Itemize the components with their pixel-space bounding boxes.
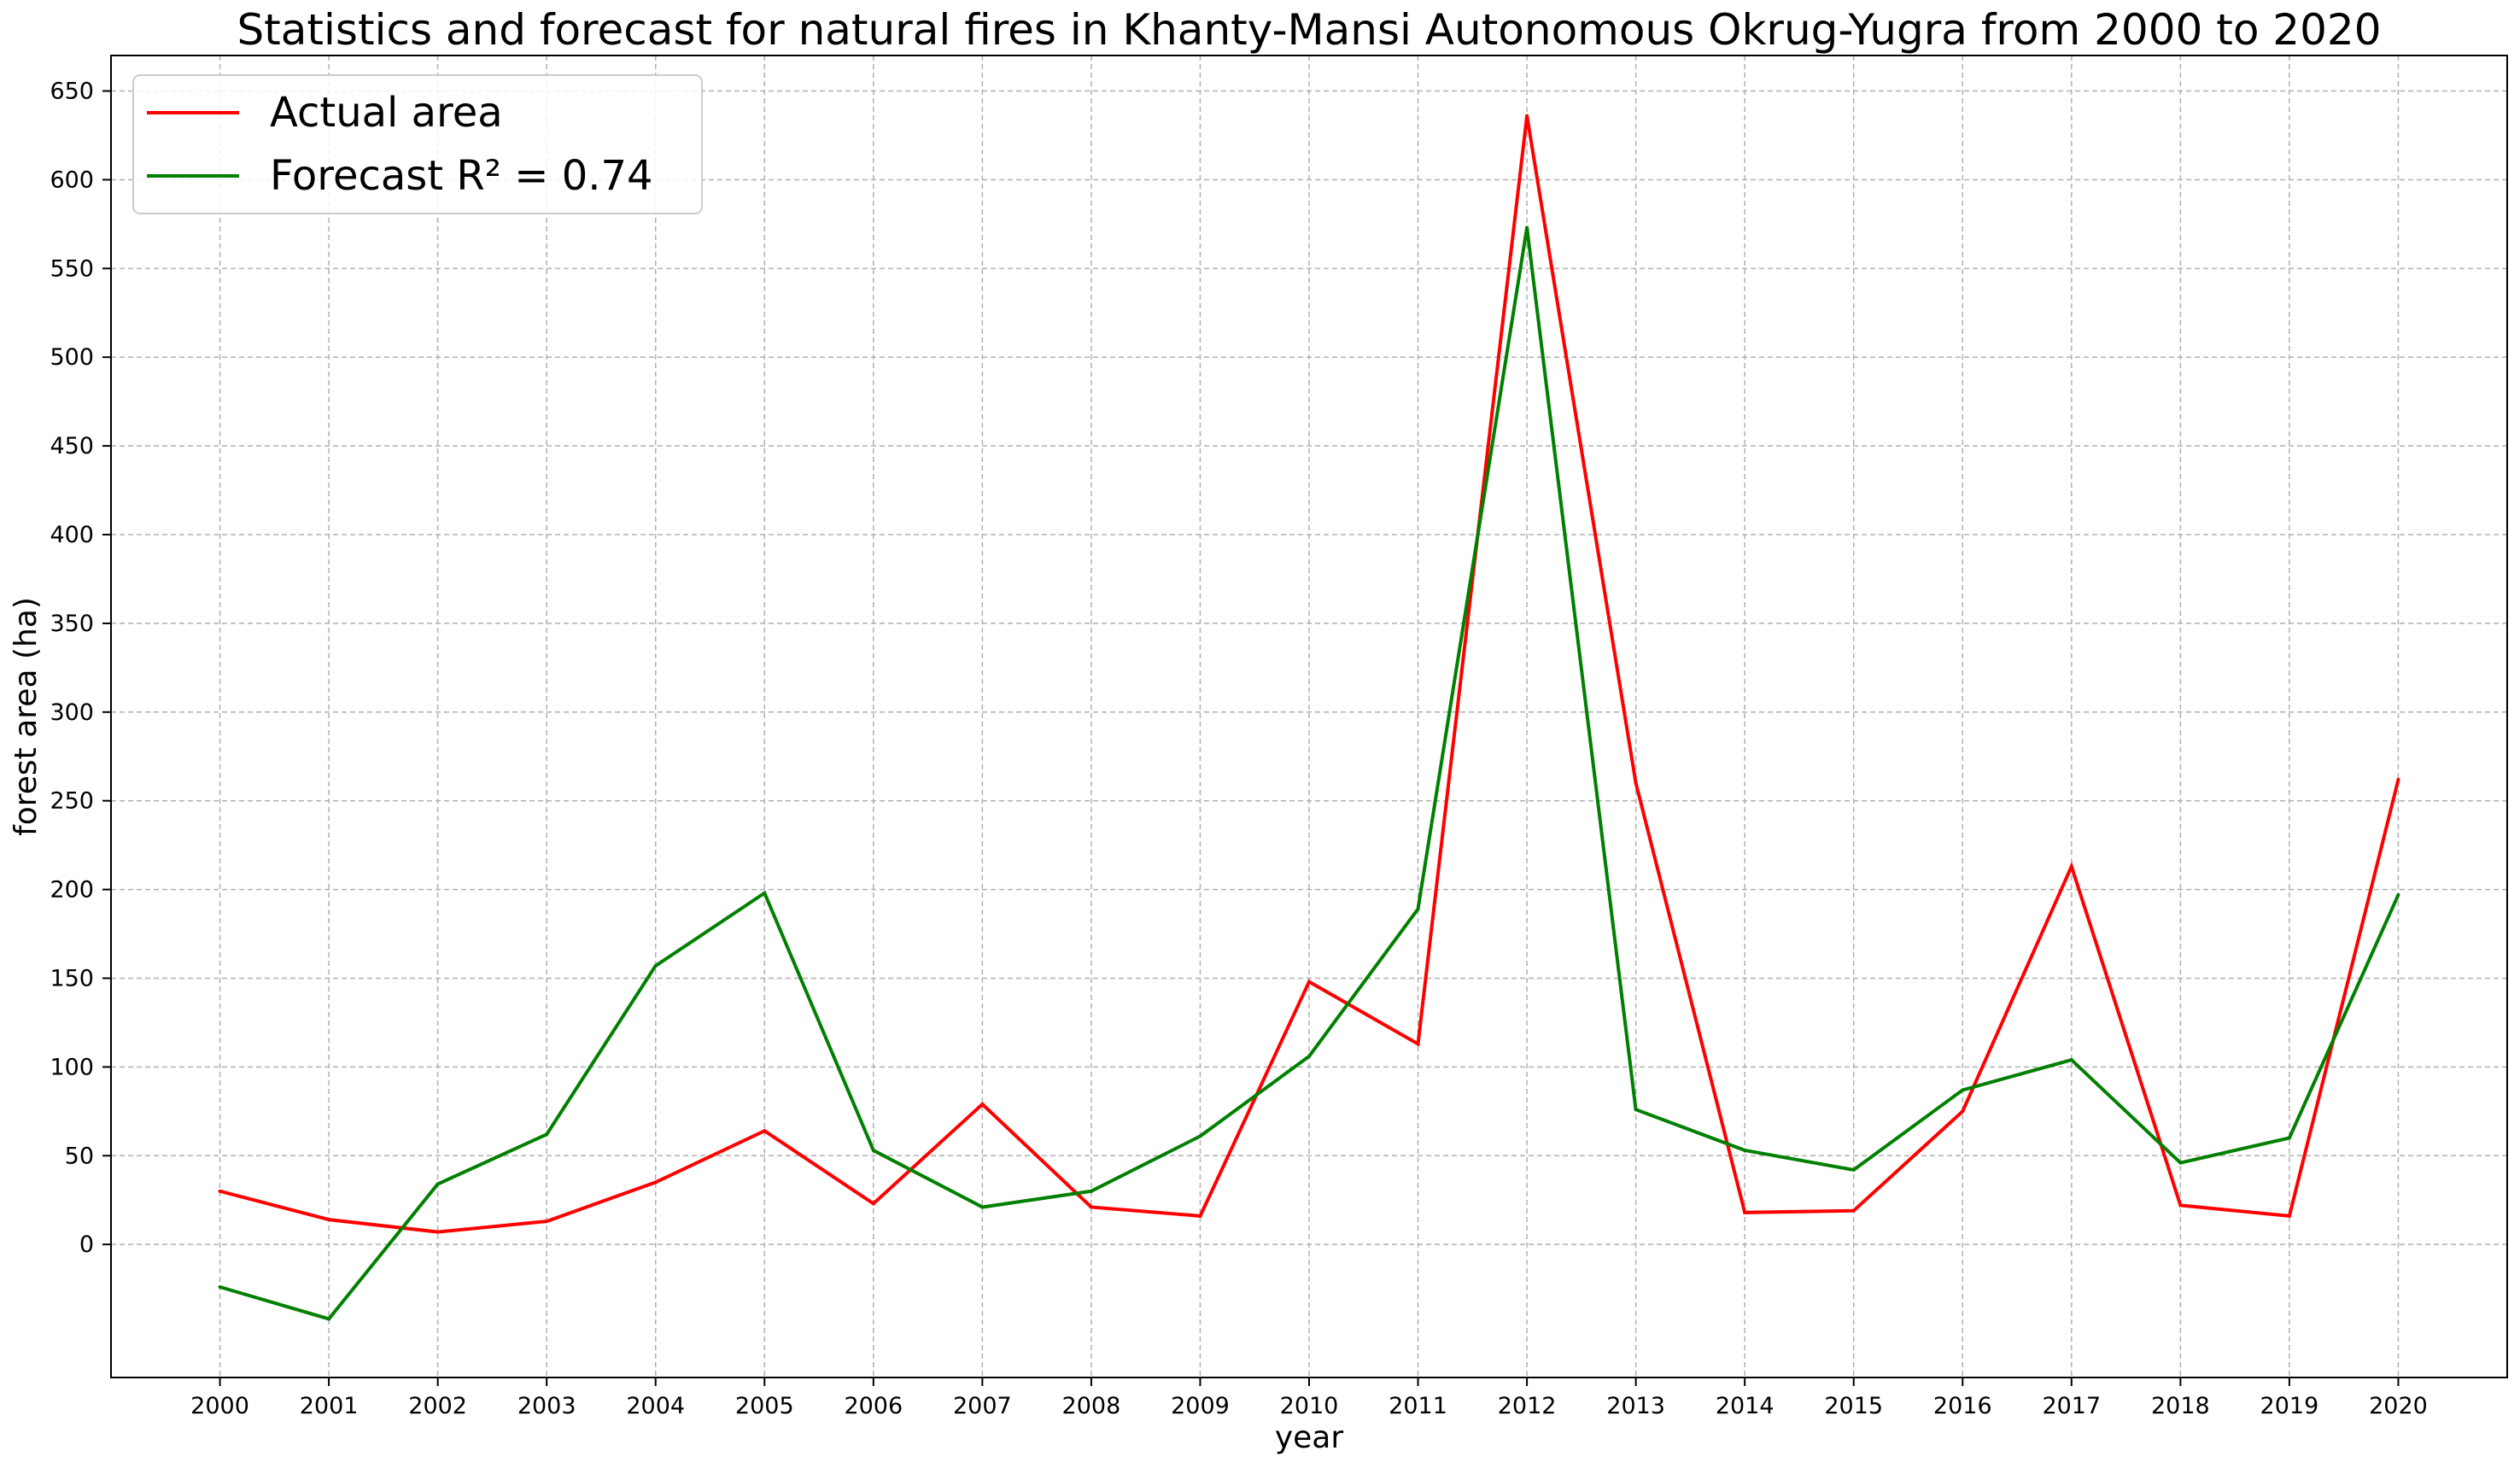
x-tick-label: 2000 (190, 1393, 249, 1419)
x-tick-label: 2010 (1280, 1393, 1339, 1419)
data-point-actual (1416, 1042, 1420, 1046)
x-tick-label: 2008 (1062, 1393, 1121, 1419)
data-point-actual (327, 1218, 331, 1222)
data-point-forecast (763, 891, 767, 895)
data-point-actual (1743, 1210, 1747, 1214)
x-tick-label: 2003 (517, 1393, 576, 1419)
x-tick-label: 2005 (735, 1393, 794, 1419)
y-tick-label: 100 (50, 1054, 94, 1080)
data-point-forecast (653, 963, 658, 968)
data-point-actual (2178, 1203, 2183, 1208)
data-point-actual (2287, 1214, 2291, 1218)
x-tick-label: 2009 (1171, 1393, 1230, 1419)
data-point-forecast (2069, 1058, 2073, 1062)
y-tick-label: 350 (50, 611, 94, 637)
x-tick-label: 2004 (626, 1393, 685, 1419)
data-point-actual (545, 1220, 549, 1224)
y-tick-label: 50 (65, 1143, 94, 1169)
x-tick-label: 2018 (2151, 1393, 2210, 1419)
legend-box (132, 74, 703, 214)
data-point-forecast (980, 1205, 985, 1209)
data-point-actual (436, 1230, 440, 1234)
data-point-actual (653, 1180, 658, 1184)
x-tick-label: 2015 (1824, 1393, 1883, 1419)
y-tick-label: 650 (50, 79, 94, 105)
data-point-actual (871, 1202, 875, 1206)
data-point-forecast (1743, 1149, 1747, 1153)
y-tick-label: 150 (50, 965, 94, 991)
y-tick-label: 0 (79, 1231, 94, 1258)
data-point-forecast (1307, 1054, 1311, 1058)
chart-title: Statistics and forecast for natural fire… (237, 5, 2381, 55)
data-point-actual (1634, 781, 1638, 785)
x-tick-label: 2007 (953, 1393, 1012, 1419)
data-point-forecast (1634, 1108, 1638, 1112)
y-tick-label: 500 (50, 344, 94, 371)
data-point-actual (1525, 114, 1529, 118)
y-tick-label: 600 (50, 167, 94, 193)
x-tick-label: 2019 (2260, 1393, 2319, 1419)
legend: Actual area Forecast R² = 0.74 (132, 74, 703, 214)
data-point-actual (763, 1129, 767, 1133)
data-point-forecast (1851, 1167, 1856, 1172)
y-tick-label: 250 (50, 788, 94, 815)
data-point-forecast (2396, 892, 2400, 897)
data-point-forecast (1089, 1189, 1093, 1193)
x-tick-label: 2017 (2042, 1393, 2101, 1419)
y-tick-label: 200 (50, 877, 94, 904)
x-tick-label: 2016 (1933, 1393, 1992, 1419)
y-tick-label: 400 (50, 522, 94, 548)
x-tick-label: 2011 (1389, 1393, 1447, 1419)
data-point-actual (2396, 777, 2400, 781)
data-point-forecast (327, 1317, 331, 1321)
legend-label-forecast: Forecast R² = 0.74 (270, 152, 653, 200)
data-point-actual (1089, 1205, 1093, 1209)
x-tick-label: 2014 (1716, 1393, 1775, 1419)
y-tick-label: 550 (50, 255, 94, 282)
x-tick-label: 2001 (300, 1393, 359, 1419)
x-tick-label: 2020 (2369, 1393, 2428, 1419)
x-tick-label: 2013 (1606, 1393, 1665, 1419)
data-point-actual (1198, 1214, 1202, 1218)
data-point-forecast (871, 1149, 875, 1153)
data-point-actual (980, 1103, 985, 1107)
data-point-actual (1851, 1208, 1856, 1213)
data-point-forecast (1198, 1134, 1202, 1138)
y-axis-label: forest area (ha) (9, 597, 44, 836)
series-lines (218, 114, 2400, 1321)
y-tick-label: 450 (50, 433, 94, 459)
grid-lines (111, 56, 2507, 1377)
data-point-actual (218, 1189, 222, 1193)
data-point-forecast (1961, 1088, 1965, 1092)
legend-label-actual: Actual area (270, 89, 503, 137)
data-point-forecast (2178, 1161, 2183, 1165)
data-point-forecast (545, 1132, 549, 1137)
x-tick-label: 2002 (408, 1393, 467, 1419)
data-point-actual (1961, 1109, 1965, 1114)
x-axis-label: year (1275, 1420, 1344, 1455)
data-point-actual (1307, 980, 1311, 984)
data-point-forecast (1525, 225, 1529, 230)
data-point-forecast (1416, 907, 1420, 911)
y-axis-ticks: 0 50 100 150 200 250 300 350 400 450 500 550 600 650 (50, 79, 111, 1258)
x-tick-label: 2006 (844, 1393, 903, 1419)
data-point-actual (2069, 864, 2073, 869)
x-axis-ticks: 2000 2001 2002 2003 2004 2005 2006 2007 2008 2009… (190, 1377, 2428, 1419)
data-point-forecast (2287, 1136, 2291, 1140)
data-point-forecast (218, 1285, 222, 1290)
data-point-forecast (436, 1182, 440, 1186)
y-tick-label: 300 (50, 699, 94, 726)
x-tick-label: 2012 (1498, 1393, 1557, 1419)
